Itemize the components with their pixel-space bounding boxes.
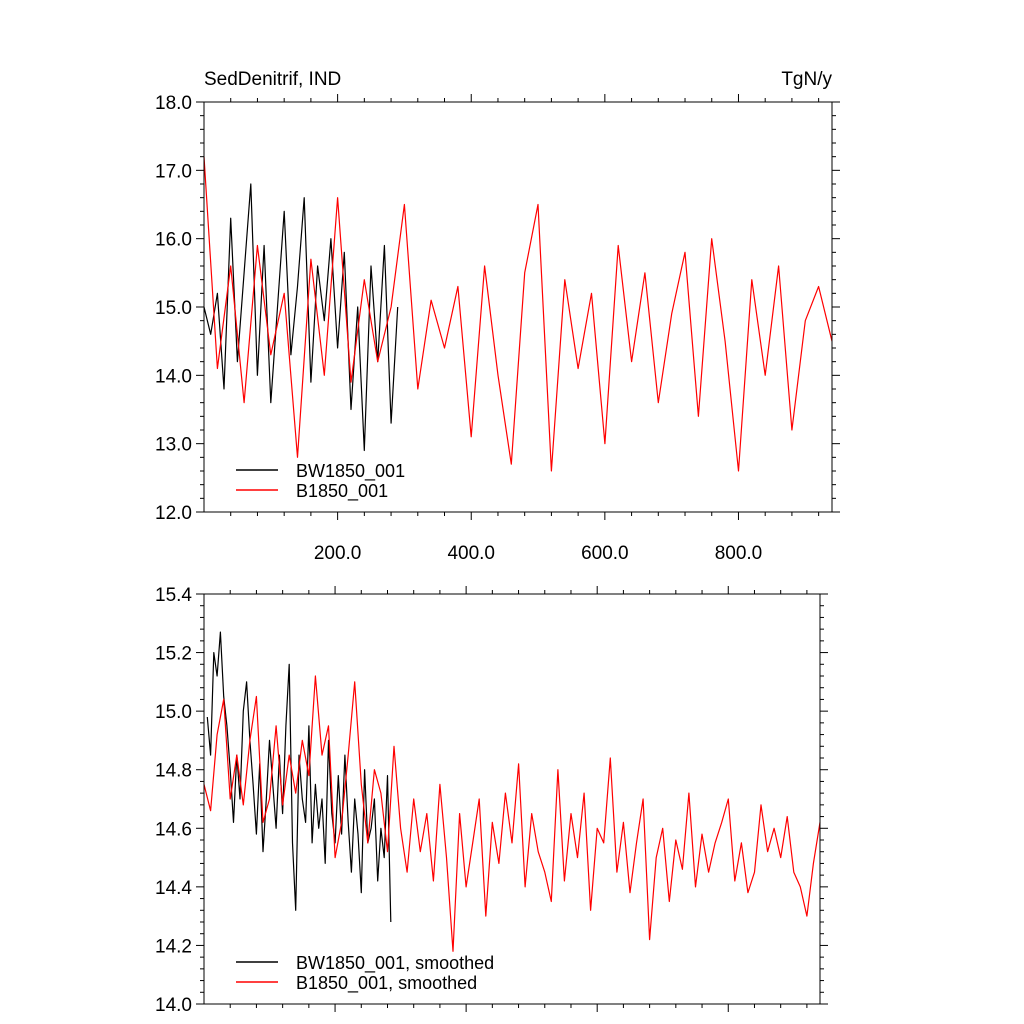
y-tick-label: 15.2	[155, 644, 192, 665]
x-tick-label: 600.0	[581, 543, 629, 564]
x-tick-label: 800.0	[715, 543, 763, 564]
y-tick-label: 13.0	[155, 435, 192, 456]
bottom-panel: 14.0 14.2 14.4 14.6 14.8 15.0 15.2 15.4 BW1850_0…	[155, 585, 828, 1016]
y-tick-label: 15.4	[155, 585, 192, 606]
chart-title: SedDenitrif, IND	[204, 69, 341, 90]
y-tick-label: 14.4	[155, 878, 192, 899]
series-line-b1850	[203, 675, 821, 952]
y-tick-label: 15.0	[155, 298, 192, 319]
y-tick-label: 17.0	[155, 161, 192, 182]
y-tick-label: 14.6	[155, 819, 192, 840]
series-line-b1850	[203, 156, 833, 472]
legend-label: B1850_001	[296, 481, 388, 502]
legend-label: B1850_001, smoothed	[296, 973, 477, 994]
y-tick-label: 16.0	[155, 230, 192, 251]
y-tick-label: 14.0	[155, 995, 192, 1016]
x-tick-label: 200.0	[314, 543, 362, 564]
y-tick-label: 14.8	[155, 761, 192, 782]
x-tick-label: 400.0	[447, 543, 495, 564]
legend-label: BW1850_001, smoothed	[296, 953, 494, 974]
y-tick-label: 15.0	[155, 702, 192, 723]
legend-label: BW1850_001	[296, 461, 405, 482]
plot-frame	[203, 593, 821, 1005]
units-label: TgN/y	[781, 69, 832, 90]
y-tick-label: 14.0	[155, 366, 192, 387]
series-line-bw1850	[203, 183, 399, 452]
series-line-bw1850	[206, 631, 392, 923]
top-panel: 12.0 13.0 14.0 15.0 16.0 17.0 18.0 200.0 400.0 60…	[155, 69, 840, 564]
y-tick-label: 12.0	[155, 503, 192, 524]
y-tick-label: 14.2	[155, 936, 192, 957]
y-tick-label: 18.0	[155, 93, 192, 114]
